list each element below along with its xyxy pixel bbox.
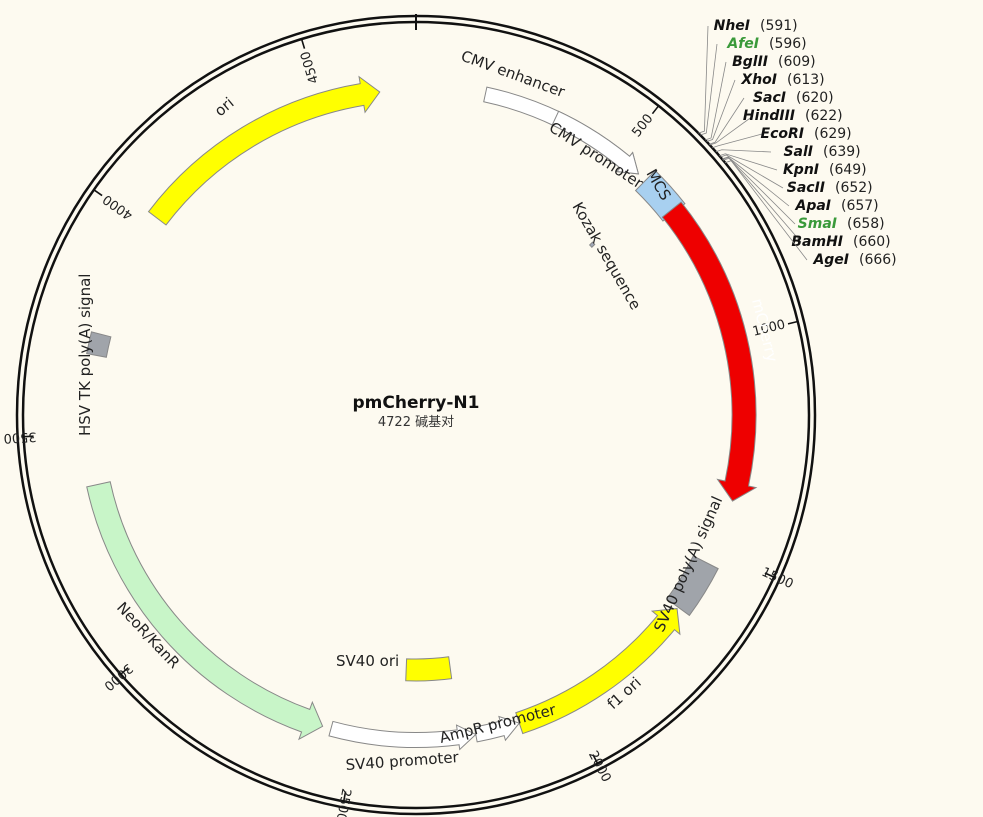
- enzyme-position: (649): [829, 162, 867, 178]
- feature-mcherry[interactable]: [661, 201, 758, 502]
- tick-mark-4500: [300, 38, 306, 49]
- feature-label-ori: ori: [211, 94, 238, 120]
- enzyme-name-sali[interactable]: SalI: [783, 144, 813, 160]
- feature-cmv-promoter[interactable]: [551, 110, 640, 175]
- tick-mark-1500: [764, 572, 775, 578]
- plasmid-size: 4722 碱基对: [378, 415, 454, 430]
- restriction-sites: NheI (591)AfeI (596)BglII (609)XhoI (613)Sac…: [698, 18, 897, 268]
- feature-neor-kanr[interactable]: [86, 481, 324, 741]
- tick-label: 4500: [298, 49, 322, 85]
- enzyme-name-agei[interactable]: AgeI: [812, 252, 849, 268]
- enzyme-position: (629): [814, 126, 852, 142]
- enzyme-position: (666): [859, 252, 897, 268]
- enzyme-name-hindiii[interactable]: HindIII: [743, 108, 795, 124]
- tick-mark-1000: [787, 320, 798, 325]
- feature-f1-ori[interactable]: [515, 608, 681, 735]
- feature-sv40-ori[interactable]: [405, 656, 453, 682]
- enzyme-leader-line: [709, 115, 754, 146]
- enzyme-leader-line: [722, 157, 802, 243]
- enzyme-position: (658): [847, 216, 885, 232]
- enzyme-position: (591): [760, 18, 798, 34]
- enzyme-leader-line: [708, 97, 745, 145]
- enzyme-position: (622): [805, 108, 843, 124]
- enzyme-position: (657): [841, 198, 879, 214]
- enzyme-name-nhei[interactable]: NheI: [714, 18, 750, 34]
- enzyme-leader-line: [706, 79, 736, 142]
- enzyme-name-afei[interactable]: AfeI: [726, 36, 759, 52]
- enzyme-position: (609): [778, 54, 816, 70]
- enzyme-position: (639): [823, 144, 861, 160]
- enzyme-leader-line: [700, 43, 718, 136]
- enzyme-name-apai[interactable]: ApaI: [794, 198, 831, 214]
- enzyme-name-ecori[interactable]: EcoRI: [761, 126, 804, 142]
- feature-sv40-poly-a-signal[interactable]: [666, 555, 719, 617]
- tick-label: 2500: [333, 787, 354, 817]
- enzyme-leader-line: [720, 154, 784, 189]
- enzyme-leader-line: [719, 153, 778, 171]
- feature-label-sv40-promoter: SV40 promoter: [345, 748, 460, 774]
- feature-ori[interactable]: [147, 75, 381, 226]
- enzyme-position: (620): [796, 90, 834, 106]
- tick-label: 4000: [100, 191, 136, 222]
- feature-kozak-sequence[interactable]: [588, 241, 596, 248]
- enzyme-position: (660): [853, 234, 891, 250]
- feature-ampr-promoter[interactable]: [473, 715, 521, 743]
- enzyme-leader-line: [704, 61, 727, 141]
- enzyme-name-sacii[interactable]: SacII: [787, 180, 825, 196]
- tick-mark-2500: [342, 791, 347, 802]
- enzyme-leader-line: [715, 149, 772, 153]
- enzyme-leader-line: [724, 160, 808, 261]
- feature-sv40-promoter[interactable]: [328, 720, 477, 751]
- tick-label: 3500: [3, 428, 37, 445]
- tick-mark-4000: [93, 189, 103, 197]
- enzyme-leader-line: [721, 156, 790, 207]
- feature-label-cmv-enhancer: CMV enhancer: [459, 47, 568, 101]
- tick-label: 500: [629, 111, 656, 140]
- feature-label-sv40-ori: SV40 ori: [336, 652, 399, 670]
- enzyme-position: (613): [787, 72, 825, 88]
- enzyme-name-smai[interactable]: SmaI: [798, 216, 837, 232]
- feature-label-hsv-tk-poly-a-signal: HSV TK poly(A) signal: [76, 274, 94, 436]
- enzyme-position: (652): [835, 180, 873, 196]
- tick-mark-3000: [120, 667, 129, 675]
- enzyme-name-bamhi[interactable]: BamHI: [791, 234, 843, 250]
- enzyme-name-kpni[interactable]: KpnI: [783, 162, 819, 178]
- feature-label-kozak-sequence: Kozak sequence: [569, 199, 645, 313]
- enzyme-position: (596): [769, 36, 807, 52]
- enzyme-name-xhoi[interactable]: XhoI: [740, 72, 777, 88]
- enzyme-leader-line: [712, 133, 763, 149]
- tick-mark-500: [651, 105, 660, 115]
- tick-mark-2000: [592, 754, 599, 764]
- feature-hsv-tk-poly-a-signal[interactable]: [86, 331, 112, 358]
- enzyme-leader-line: [698, 25, 709, 134]
- enzyme-leader-line: [722, 156, 796, 225]
- tick-mark-3500: [23, 435, 34, 438]
- enzyme-name-bglii[interactable]: BglII: [732, 54, 768, 70]
- enzyme-name-saci[interactable]: SacI: [753, 90, 786, 106]
- plasmid-name: pmCherry-N1: [353, 393, 480, 413]
